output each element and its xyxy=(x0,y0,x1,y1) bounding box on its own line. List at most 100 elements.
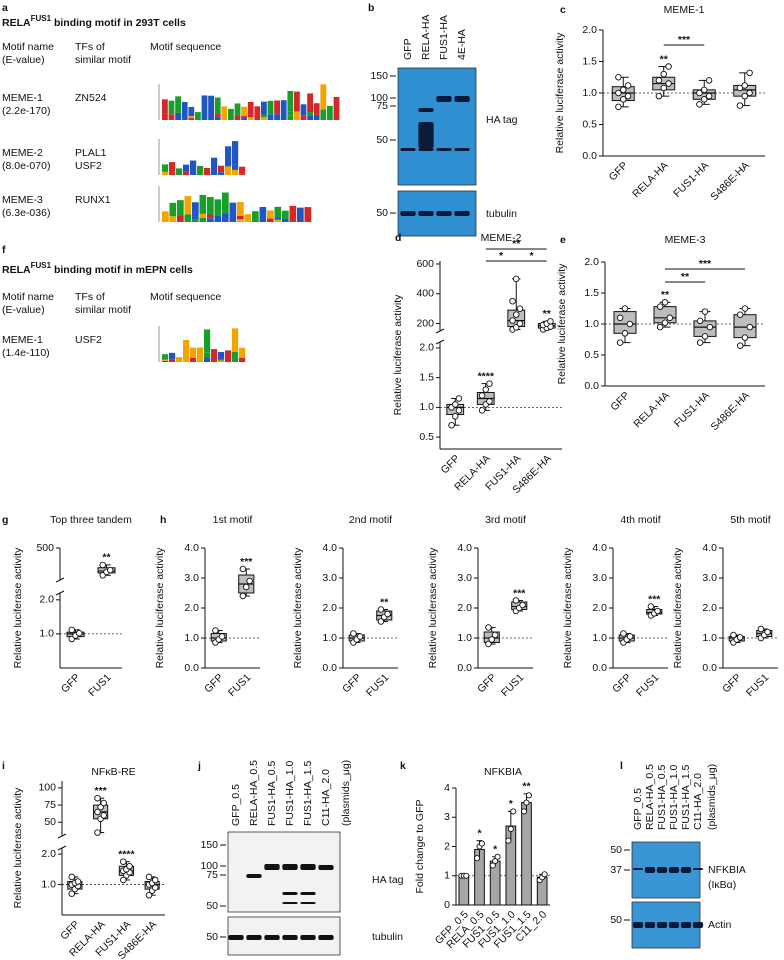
y-tick-label: 2.0 xyxy=(322,602,337,614)
data-point xyxy=(356,633,364,640)
logo-letter xyxy=(162,171,169,174)
logo-letter xyxy=(225,166,232,175)
x-tick-label: FUS1 xyxy=(634,671,662,699)
y-axis-label: Relative luciferase activity xyxy=(556,263,568,385)
blot-label: Actin xyxy=(708,919,732,931)
logo-letter xyxy=(237,201,244,216)
blot-band xyxy=(454,148,470,151)
logo-letter xyxy=(188,118,195,120)
logo-letter xyxy=(252,211,259,222)
size-marker: 50 xyxy=(376,207,388,219)
size-marker: 50 xyxy=(610,844,622,856)
blot-band xyxy=(632,868,644,870)
panel-label: a xyxy=(2,2,8,14)
lane-label: RELA-HA_0.5 xyxy=(248,760,260,826)
data-point xyxy=(485,640,492,648)
significance: ** xyxy=(543,308,552,320)
logo-letter xyxy=(267,100,274,115)
logo-letter xyxy=(197,347,204,362)
lane-label: GFP_0.5 xyxy=(632,788,644,830)
y-tick-label: 400 xyxy=(416,288,434,300)
column-header: Motif name xyxy=(2,41,54,53)
logo-letter xyxy=(192,219,199,222)
blot-band xyxy=(282,935,298,940)
data-point xyxy=(242,583,250,591)
data-point xyxy=(126,863,133,870)
logo-letter xyxy=(232,141,239,165)
data-point xyxy=(696,317,704,325)
data-point xyxy=(620,96,627,103)
data-point xyxy=(615,73,622,81)
panel-label: h xyxy=(160,514,166,526)
data-point xyxy=(516,320,524,327)
blot-band xyxy=(318,865,334,870)
data-point xyxy=(474,855,481,862)
data-point xyxy=(100,799,107,807)
data-point xyxy=(509,297,516,305)
panel-label: j xyxy=(197,760,201,772)
x-tick-label: S486E-HA xyxy=(708,160,752,204)
lane-label: GFP_0.5 xyxy=(230,784,242,826)
logo-letter xyxy=(176,173,183,175)
logo-letter xyxy=(313,114,320,120)
data-point xyxy=(626,633,634,640)
data-point xyxy=(488,636,496,643)
logo-letter xyxy=(280,100,287,120)
logo-letter xyxy=(211,349,218,362)
y-tick-label: 2.0 xyxy=(39,594,54,606)
logo-letter xyxy=(175,112,181,120)
y-tick-label: 1 xyxy=(444,870,450,882)
significance: ** xyxy=(102,552,111,564)
logo-letter xyxy=(327,105,333,120)
logo-letter xyxy=(183,164,190,172)
logo-letter xyxy=(162,164,169,172)
significance: ** xyxy=(661,289,670,301)
logo-letter xyxy=(241,118,247,120)
logo-letter xyxy=(241,106,247,117)
motif-name: MEME-1 xyxy=(2,334,43,346)
logo-letter xyxy=(208,95,214,120)
data-point xyxy=(151,884,159,891)
axis-break xyxy=(435,339,445,345)
blot-membrane xyxy=(397,67,477,186)
y-tick-label: 1.0 xyxy=(41,878,56,890)
logo-letter xyxy=(184,214,192,222)
data-point xyxy=(666,314,674,322)
logo-letter xyxy=(207,196,214,215)
motif-tf: PLAL1 xyxy=(75,147,107,159)
data-point xyxy=(478,392,486,399)
lane-label: FUS1-HA_1.0 xyxy=(284,760,296,826)
logo-letter xyxy=(204,352,211,358)
chart-title: MEME-3 xyxy=(665,234,706,246)
data-point xyxy=(516,305,524,312)
data-point xyxy=(525,792,532,799)
data-point xyxy=(701,86,708,94)
chart-title: NFKBIA xyxy=(484,766,522,778)
logo-letter xyxy=(168,114,175,120)
chart-title: 4th motif xyxy=(620,514,660,526)
axis-break xyxy=(57,845,67,851)
y-tick-label: 2.0 xyxy=(457,602,472,614)
logo-letter xyxy=(204,167,211,175)
data-point xyxy=(218,633,226,640)
logo-letter xyxy=(313,103,320,115)
logo-letter xyxy=(237,218,244,222)
data-point xyxy=(656,303,664,310)
x-tick-label: FUS1 xyxy=(86,671,114,699)
panel-label: d xyxy=(395,232,401,244)
logo-letter xyxy=(199,213,207,218)
lane-label: RELA-HA xyxy=(420,14,432,60)
data-point xyxy=(736,311,744,318)
logo-letter xyxy=(197,165,204,175)
data-point xyxy=(665,63,672,70)
data-point xyxy=(655,92,663,100)
logo-letter xyxy=(188,116,195,119)
logo-letter xyxy=(300,115,307,120)
data-point xyxy=(510,808,517,815)
logo-letter xyxy=(218,351,225,359)
blot-band xyxy=(436,148,452,151)
blot-label: NFKBIA xyxy=(708,864,746,876)
bracket-label: *** xyxy=(699,258,712,270)
chart-title: NFκB-RE xyxy=(91,766,135,778)
significance: *** xyxy=(513,587,526,599)
